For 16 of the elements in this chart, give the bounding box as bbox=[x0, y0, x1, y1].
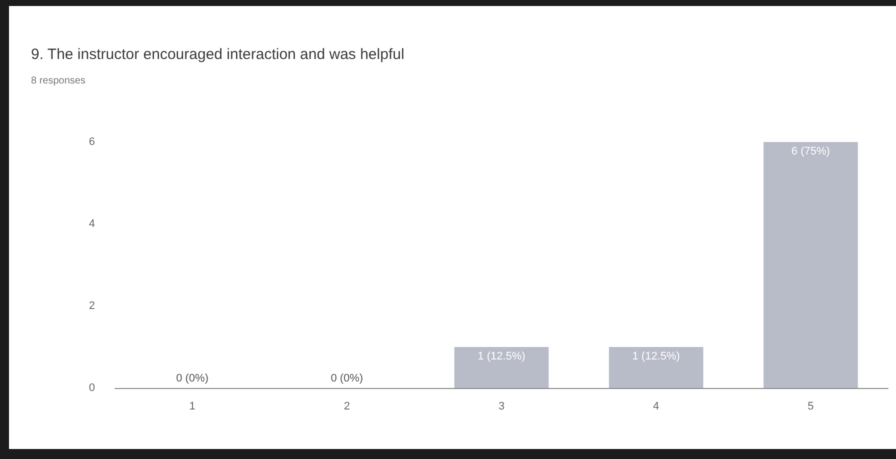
x-tick-label: 2 bbox=[344, 400, 350, 412]
y-tick-label: 0 bbox=[88, 382, 95, 394]
data-label: 0 (0%) bbox=[330, 372, 364, 384]
chart-subtitle: 8 responses bbox=[31, 76, 86, 86]
x-tick-label: 4 bbox=[653, 400, 660, 412]
data-label: 1 (12.5%) bbox=[632, 350, 680, 362]
x-tick-label: 5 bbox=[808, 400, 814, 412]
x-tick-label: 1 bbox=[189, 400, 196, 412]
chart-title: 9. The instructor encouraged interaction and was helpful bbox=[31, 46, 404, 63]
y-tick-label: 4 bbox=[88, 218, 95, 230]
data-label: 6 (75%) bbox=[791, 146, 830, 158]
data-label: 0 (0%) bbox=[176, 372, 209, 384]
x-tick-label: 3 bbox=[498, 400, 505, 412]
y-tick-label: 2 bbox=[88, 300, 95, 312]
data-label: 1 (12.5%) bbox=[478, 350, 526, 362]
y-tick-label: 6 bbox=[88, 136, 95, 148]
